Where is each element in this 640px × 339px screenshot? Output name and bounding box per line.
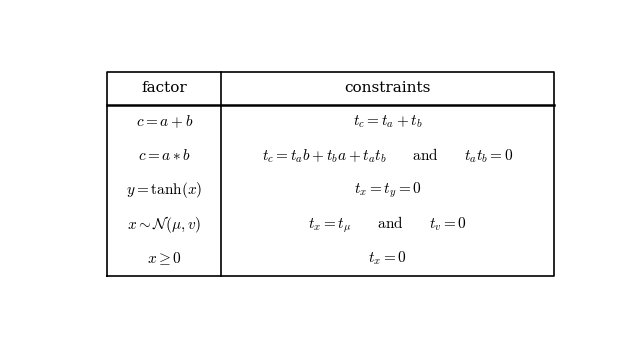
Text: $t_x = t_{\mu} \qquad{\rm and} \qquad t_v = 0$: $t_x = t_{\mu} \qquad{\rm and} \qquad t_… (308, 214, 467, 235)
Text: $t_c = t_a + t_b$: $t_c = t_a + t_b$ (353, 113, 422, 130)
Text: $c = a*b$: $c = a*b$ (138, 148, 191, 163)
Text: factor: factor (141, 81, 187, 95)
Text: $t_c = t_a b + t_b a + t_a t_b \qquad{\rm and} \qquad t_a t_b = 0$: $t_c = t_a b + t_b a + t_a t_b \qquad{\r… (262, 146, 513, 165)
Text: $c = a + b$: $c = a + b$ (136, 113, 193, 130)
Text: $t_x = 0$: $t_x = 0$ (368, 250, 407, 267)
Text: $x \sim \mathcal{N}(\mu, v)$: $x \sim \mathcal{N}(\mu, v)$ (127, 214, 202, 235)
Text: $t_x = t_y = 0$: $t_x = t_y = 0$ (353, 180, 422, 200)
Text: $x \geq 0$: $x \geq 0$ (147, 250, 182, 267)
Text: constraints: constraints (344, 81, 431, 95)
Text: $y = \tanh(x)$: $y = \tanh(x)$ (126, 180, 202, 200)
